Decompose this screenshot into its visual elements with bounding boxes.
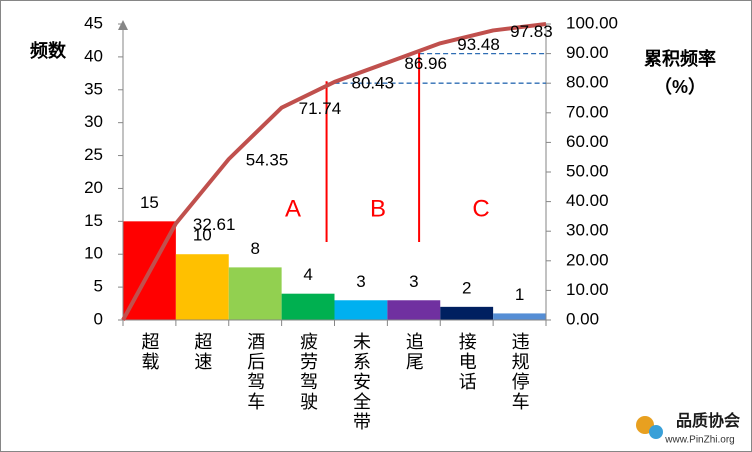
y2-tick-label: 60.00 xyxy=(566,132,609,151)
y-tick-label: 5 xyxy=(94,277,103,296)
y-tick-label: 20 xyxy=(84,178,103,197)
y2-tick-label: 40.00 xyxy=(566,191,609,210)
y2-tick-label: 100.00 xyxy=(566,13,618,32)
bar xyxy=(440,306,494,320)
y-tick-label: 45 xyxy=(84,13,103,32)
x-tick-label: 违规停车 xyxy=(510,332,530,412)
x-tick-label: 疲劳驾驶 xyxy=(298,332,318,412)
x-tick-label: 追尾 xyxy=(404,332,424,372)
bar xyxy=(493,313,546,320)
y-tick-label: 10 xyxy=(84,244,103,263)
cumulative-value-label: 32.61 xyxy=(193,215,236,234)
y2-tick-label: 0.00 xyxy=(566,309,599,328)
annotation: A xyxy=(285,195,301,222)
x-tick-label: 接电话 xyxy=(457,332,477,392)
cumulative-value-label: 71.74 xyxy=(299,99,342,118)
bar xyxy=(387,300,441,320)
y2-tick-label: 20.00 xyxy=(566,250,609,269)
x-tick-label: 超载 xyxy=(139,332,159,372)
cumulative-line xyxy=(121,22,547,321)
bar-value-label: 3 xyxy=(356,272,365,291)
bar-value-label: 4 xyxy=(303,265,312,284)
annotation: B xyxy=(370,195,386,222)
bar xyxy=(281,293,335,320)
y2-tick-label: 30.00 xyxy=(566,221,609,240)
bar-value-label: 1 xyxy=(515,285,524,304)
bar xyxy=(175,254,229,320)
y2-tick-label: 50.00 xyxy=(566,161,609,180)
x-tick-label: 未系安全带 xyxy=(351,332,371,432)
bar xyxy=(228,267,282,320)
y2-tick-label: 10.00 xyxy=(566,280,609,299)
bar-value-label: 8 xyxy=(250,239,259,258)
cumulative-value-label: 93.48 xyxy=(457,35,500,54)
annotation: C xyxy=(472,195,489,222)
watermark-name: 品质协会 xyxy=(676,411,740,430)
y-tick-label: 30 xyxy=(84,112,103,131)
cumulative-value-label: 97.83 xyxy=(510,22,553,41)
bar-value-label: 15 xyxy=(140,193,159,212)
cumulative-value-label: 80.43 xyxy=(352,73,395,92)
x-tick-label: 超速 xyxy=(192,332,212,372)
y2-axis-label: （%） xyxy=(654,77,706,97)
y-tick-label: 0 xyxy=(94,309,103,328)
y-tick-label: 15 xyxy=(84,211,103,230)
y2-tick-label: 90.00 xyxy=(566,43,609,62)
cumulative-value-label: 86.96 xyxy=(404,54,447,73)
y-tick-label: 40 xyxy=(84,46,103,65)
watermark-url: www.PinZhi.org xyxy=(664,435,734,446)
x-tick-label: 酒后驾车 xyxy=(245,332,265,412)
bar-value-label: 10 xyxy=(193,226,212,245)
y2-tick-label: 70.00 xyxy=(566,102,609,121)
bar-value-label: 2 xyxy=(462,278,471,297)
watermark-logo xyxy=(649,425,663,439)
y-tick-label: 35 xyxy=(84,79,103,98)
y-axis-arrow xyxy=(118,20,128,30)
y-tick-label: 25 xyxy=(84,145,103,164)
y2-tick-label: 80.00 xyxy=(566,73,609,92)
bar xyxy=(334,300,388,320)
y2-axis-label: 累积频率 xyxy=(644,48,716,69)
cumulative-value-label: 54.35 xyxy=(246,151,289,170)
bar-value-label: 3 xyxy=(409,272,418,291)
y-axis-label: 频数 xyxy=(30,40,67,61)
